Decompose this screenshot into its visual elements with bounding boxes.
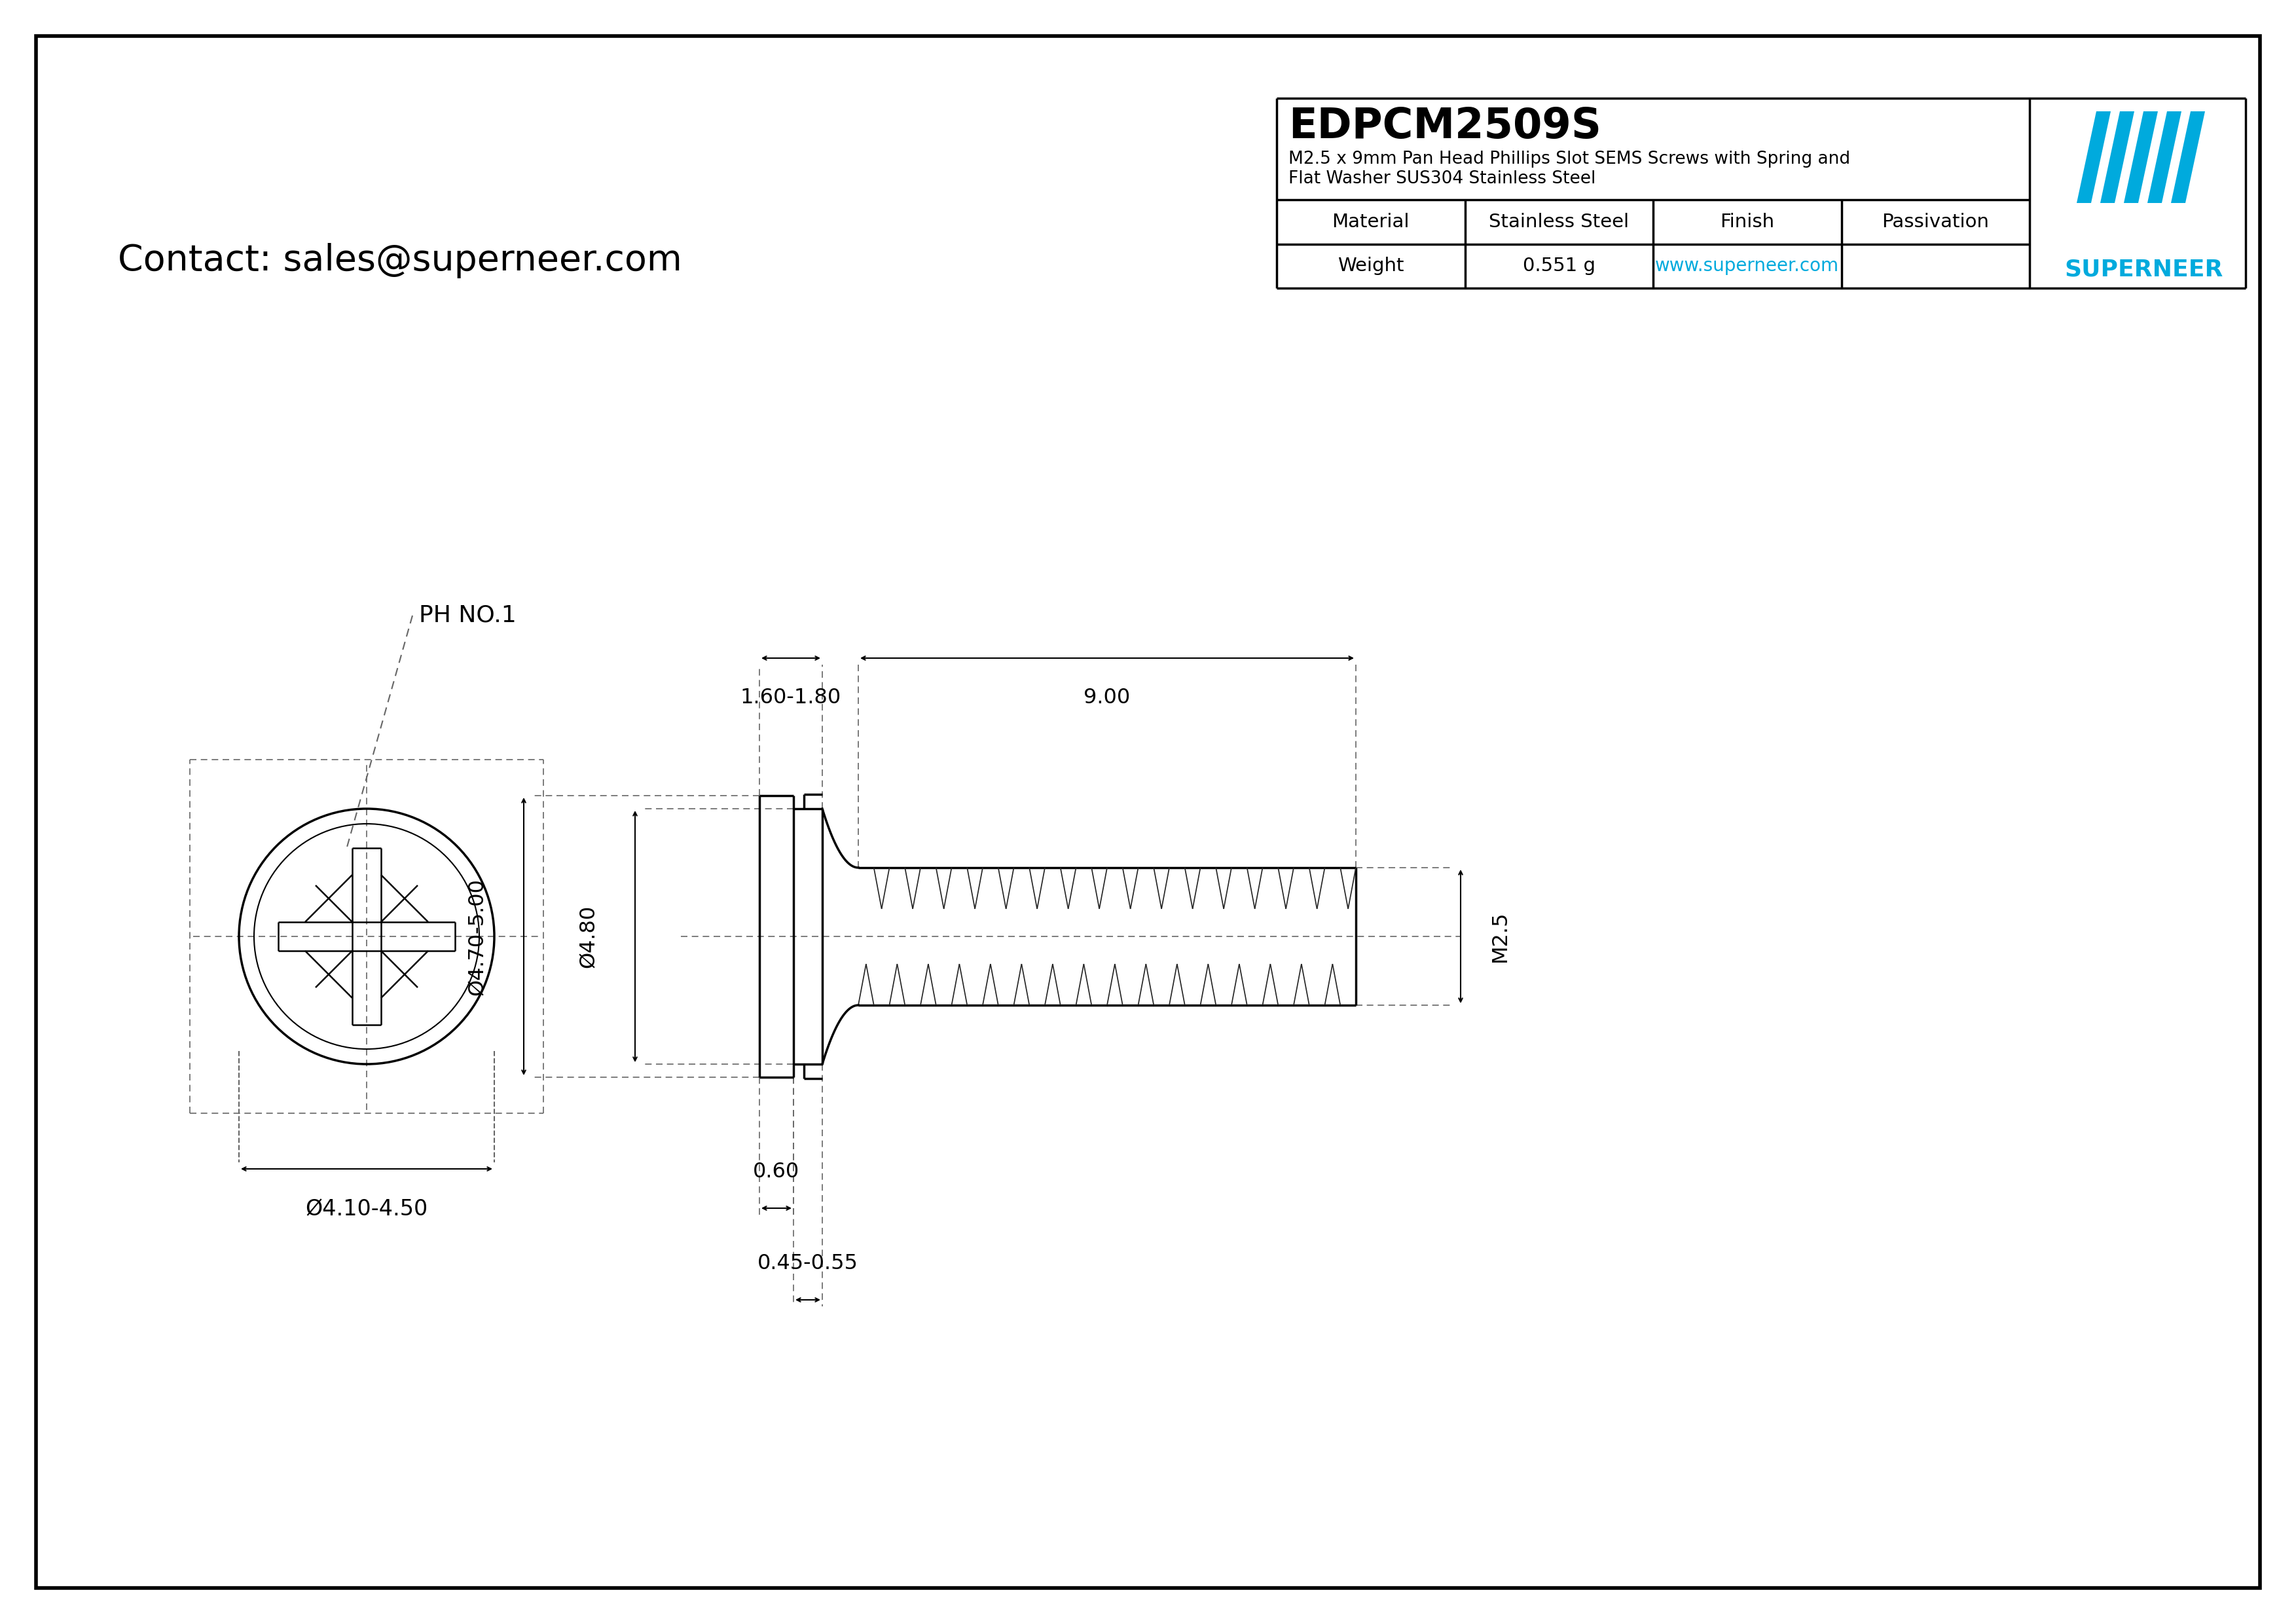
- Text: M2.5 x 9mm Pan Head Phillips Slot SEMS Screws with Spring and: M2.5 x 9mm Pan Head Phillips Slot SEMS S…: [1288, 151, 1851, 167]
- Polygon shape: [2101, 112, 2135, 203]
- Text: 0.45-0.55: 0.45-0.55: [758, 1254, 859, 1273]
- Text: EDPCM2509S: EDPCM2509S: [1288, 106, 1600, 146]
- Text: Contact: sales@superneer.com: Contact: sales@superneer.com: [117, 244, 682, 278]
- Polygon shape: [2124, 112, 2158, 203]
- Text: M2.5: M2.5: [1490, 911, 1511, 961]
- Text: Ø4.70-5.00: Ø4.70-5.00: [468, 879, 487, 996]
- Polygon shape: [2172, 112, 2204, 203]
- Text: Ø4.10-4.50: Ø4.10-4.50: [305, 1199, 427, 1220]
- Text: 9.00: 9.00: [1084, 687, 1130, 708]
- Text: PH NO.1: PH NO.1: [418, 604, 517, 627]
- Text: Weight: Weight: [1339, 257, 1403, 274]
- Text: www.superneer.com: www.superneer.com: [1655, 257, 1839, 274]
- Text: Flat Washer SUS304 Stainless Steel: Flat Washer SUS304 Stainless Steel: [1288, 171, 1596, 187]
- Text: 1.60-1.80: 1.60-1.80: [739, 687, 840, 708]
- Text: Finish: Finish: [1720, 213, 1775, 231]
- Polygon shape: [2147, 112, 2181, 203]
- Text: SUPERNEER: SUPERNEER: [2064, 258, 2223, 281]
- Text: 0.60: 0.60: [753, 1161, 799, 1182]
- Text: Passivation: Passivation: [1883, 213, 1988, 231]
- Text: 0.551 g: 0.551 g: [1522, 257, 1596, 274]
- Text: Ø4.80: Ø4.80: [579, 905, 599, 968]
- Text: Stainless Steel: Stainless Steel: [1488, 213, 1630, 231]
- Text: Material: Material: [1332, 213, 1410, 231]
- Polygon shape: [2076, 112, 2110, 203]
